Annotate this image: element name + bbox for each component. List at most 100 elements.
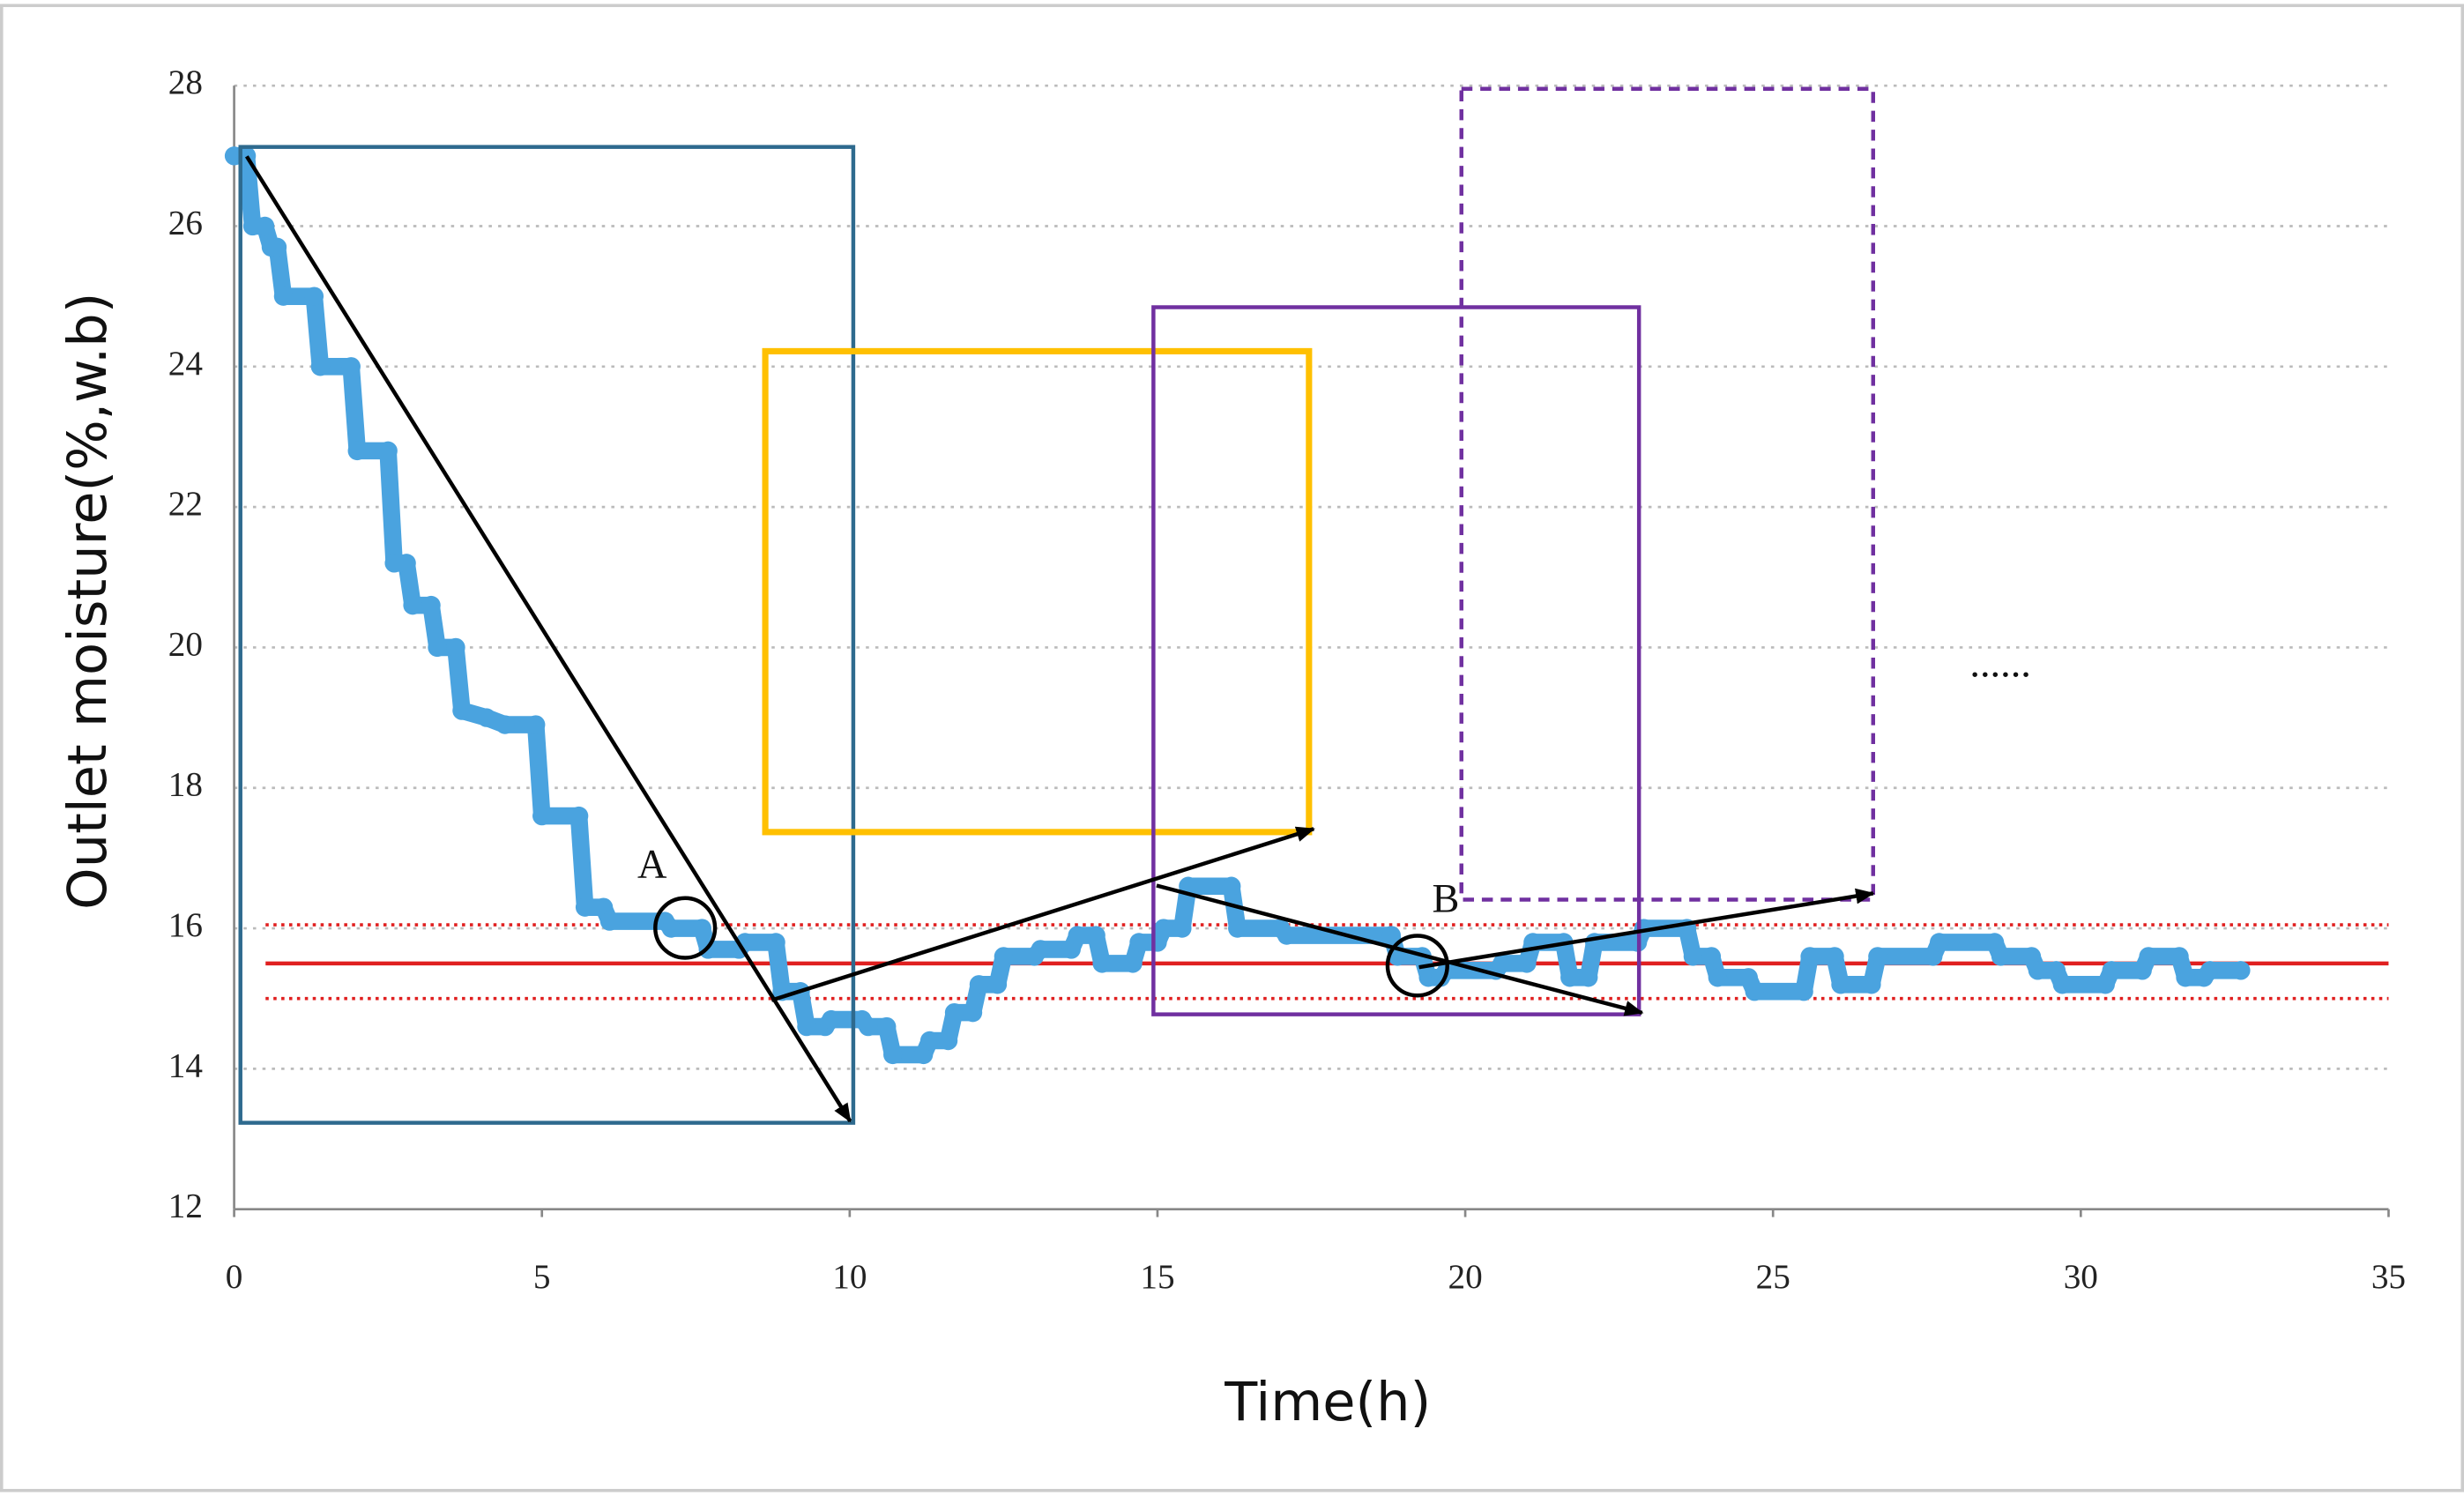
- data-point: [452, 701, 472, 720]
- arrow: [1418, 888, 1875, 970]
- data-point: [1228, 919, 1247, 938]
- data-point: [1493, 954, 1512, 973]
- data-point: [1745, 982, 1764, 1001]
- y-tick-label: 28: [168, 63, 203, 101]
- data-point: [267, 237, 287, 257]
- data-point: [397, 554, 416, 573]
- data-point: [421, 595, 441, 615]
- y-tick-label: 16: [168, 906, 203, 944]
- data-point: [2102, 961, 2121, 980]
- data-point: [446, 637, 465, 658]
- data-point: [1092, 954, 1112, 973]
- y-tick-label: 20: [168, 625, 203, 663]
- data-point: [2176, 968, 2195, 987]
- data-point: [2052, 975, 2073, 994]
- data-point: [310, 357, 331, 376]
- x-tick-label: 20: [1448, 1258, 1482, 1296]
- data-point: [1924, 947, 1943, 966]
- annotation: B: [1432, 877, 1459, 922]
- series-line: [225, 147, 2250, 1064]
- data-point: [913, 1045, 934, 1065]
- data-point: [495, 715, 515, 734]
- data-point: [1277, 926, 1297, 945]
- y-tick-label: 26: [168, 204, 203, 242]
- x-tick-label: 5: [533, 1258, 551, 1296]
- data-point: [859, 1016, 878, 1037]
- data-point: [1701, 947, 1722, 966]
- x-tick-label: 0: [226, 1258, 243, 1296]
- data-point: [1123, 954, 1143, 973]
- data-point: [1068, 926, 1087, 945]
- data-point: [969, 975, 989, 994]
- data-point: [1984, 933, 2005, 952]
- data-point: [1129, 933, 1149, 952]
- data-point: [1517, 954, 1537, 973]
- box: [238, 145, 856, 1125]
- data-point: [593, 897, 614, 917]
- data-point: [1831, 975, 1850, 994]
- annotation: ......: [1969, 641, 2031, 686]
- arrow: [244, 155, 852, 1123]
- data-point: [822, 1009, 841, 1030]
- data-point: [1086, 926, 1105, 945]
- data-point: [569, 806, 589, 826]
- arrows: [244, 155, 1875, 1123]
- box: [1459, 86, 1875, 902]
- data-point: [1862, 975, 1881, 994]
- data-point: [938, 1031, 958, 1051]
- box: [1151, 305, 1641, 1016]
- y-tick-label: 14: [168, 1046, 203, 1084]
- data-point: [304, 287, 324, 306]
- data-point: [1031, 940, 1050, 959]
- data-point: [255, 216, 275, 236]
- data-point: [341, 357, 361, 376]
- data-point: [994, 947, 1014, 966]
- data-point: [1061, 940, 1081, 959]
- arrow: [1156, 883, 1644, 1016]
- data-point: [944, 1002, 964, 1023]
- data-point: [1991, 947, 2011, 966]
- data-point: [2170, 947, 2189, 966]
- data-point: [1683, 947, 1703, 966]
- x-tick-label: 15: [1140, 1258, 1174, 1296]
- annotation-boxes: [238, 86, 1875, 1125]
- data-point: [403, 595, 422, 615]
- marker-circle: [1385, 934, 1449, 998]
- x-tick-label: 10: [832, 1258, 867, 1296]
- y-tick-label: 12: [168, 1187, 203, 1225]
- box: [762, 347, 1313, 836]
- data-point: [2139, 947, 2158, 966]
- y-tick-label: 24: [168, 345, 203, 383]
- y-tick-label: 22: [168, 485, 203, 523]
- data-point: [1868, 947, 1887, 966]
- data-point: [1794, 982, 1813, 1001]
- data-point: [2028, 961, 2048, 980]
- data-point: [1825, 947, 1844, 966]
- data-point: [797, 1016, 816, 1037]
- x-tick-label: 30: [2064, 1258, 2098, 1296]
- data-point: [2021, 947, 2042, 966]
- data-point: [477, 708, 496, 727]
- data-point: [919, 1031, 940, 1051]
- data-point: [2231, 961, 2251, 980]
- arrow: [770, 826, 1315, 1002]
- data-point: [1738, 968, 1758, 987]
- data-point: [877, 1016, 897, 1037]
- annotation: A: [637, 843, 667, 888]
- data-point: [1560, 968, 1580, 987]
- data-point: [1708, 968, 1728, 987]
- data-point: [532, 806, 552, 826]
- data-point: [692, 919, 711, 938]
- x-axis-title: Time(h): [1224, 1372, 1431, 1433]
- data-point: [2046, 961, 2066, 980]
- data-point: [661, 919, 681, 938]
- data-point: [2200, 961, 2220, 980]
- data-point: [273, 287, 294, 306]
- data-point: [1381, 926, 1401, 945]
- y-tick-label: 18: [168, 766, 203, 804]
- data-point: [428, 637, 447, 658]
- data-point: [378, 441, 398, 461]
- data-point: [1800, 947, 1820, 966]
- data-point: [2096, 975, 2115, 994]
